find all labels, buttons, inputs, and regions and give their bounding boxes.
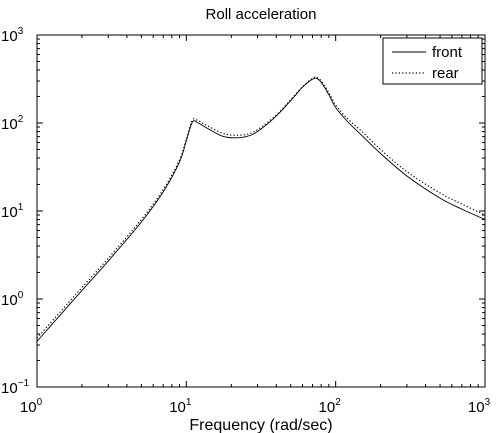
x-axis-label: Frequency (rad/sec): [189, 417, 332, 433]
legend-label-front: front: [432, 44, 463, 61]
chart-title: Roll acceleration: [206, 6, 317, 23]
y-tick-label: 102: [1, 114, 24, 133]
x-tick-label: 101: [169, 397, 192, 416]
legend: front rear: [382, 37, 483, 85]
y-tick-label: 101: [1, 202, 24, 221]
x-tick-label: 102: [319, 397, 342, 416]
legend-label-rear: rear: [432, 65, 459, 82]
x-tick-label: 103: [468, 397, 491, 416]
legend-box: [382, 37, 483, 85]
y-tick-label: 103: [1, 26, 24, 45]
y-tick-label: 10−1: [1, 378, 30, 397]
axes-frame: [36, 34, 486, 388]
series-line-rear: [37, 76, 485, 339]
x-tick-label: 100: [20, 397, 43, 416]
y-tick-label: 100: [1, 290, 24, 309]
series-line-front: [37, 77, 485, 342]
